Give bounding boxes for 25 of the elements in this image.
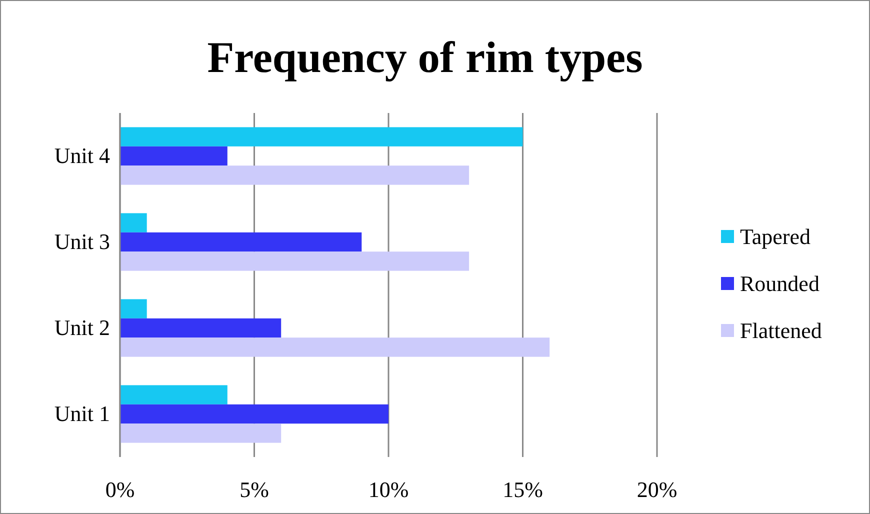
- chart-title: Frequency of rim types: [207, 33, 643, 82]
- y-tick-label: Unit 1: [54, 401, 110, 426]
- x-tick-label: 10%: [368, 477, 409, 502]
- x-tick-label: 0%: [105, 477, 135, 502]
- bar: [120, 338, 550, 357]
- legend-label: Rounded: [740, 271, 820, 296]
- bar: [120, 146, 228, 166]
- x-tick-label: 5%: [240, 477, 269, 502]
- bar: [120, 424, 282, 443]
- bar: [120, 213, 147, 232]
- bar: [120, 127, 523, 146]
- x-tick-label: 20%: [636, 477, 678, 502]
- y-tick-label: Unit 4: [54, 143, 110, 168]
- x-tick-label: 15%: [502, 477, 543, 502]
- bar: [120, 318, 282, 338]
- bar: [120, 232, 362, 252]
- legend-label: Flattened: [740, 318, 822, 343]
- bar: [120, 299, 147, 318]
- bar: [120, 252, 470, 271]
- bar: [120, 404, 388, 424]
- bar: [120, 166, 470, 185]
- legend-label: Tapered: [740, 224, 811, 249]
- y-tick-label: Unit 3: [54, 229, 110, 254]
- bar: [120, 385, 228, 404]
- y-tick-label: Unit 2: [54, 315, 110, 340]
